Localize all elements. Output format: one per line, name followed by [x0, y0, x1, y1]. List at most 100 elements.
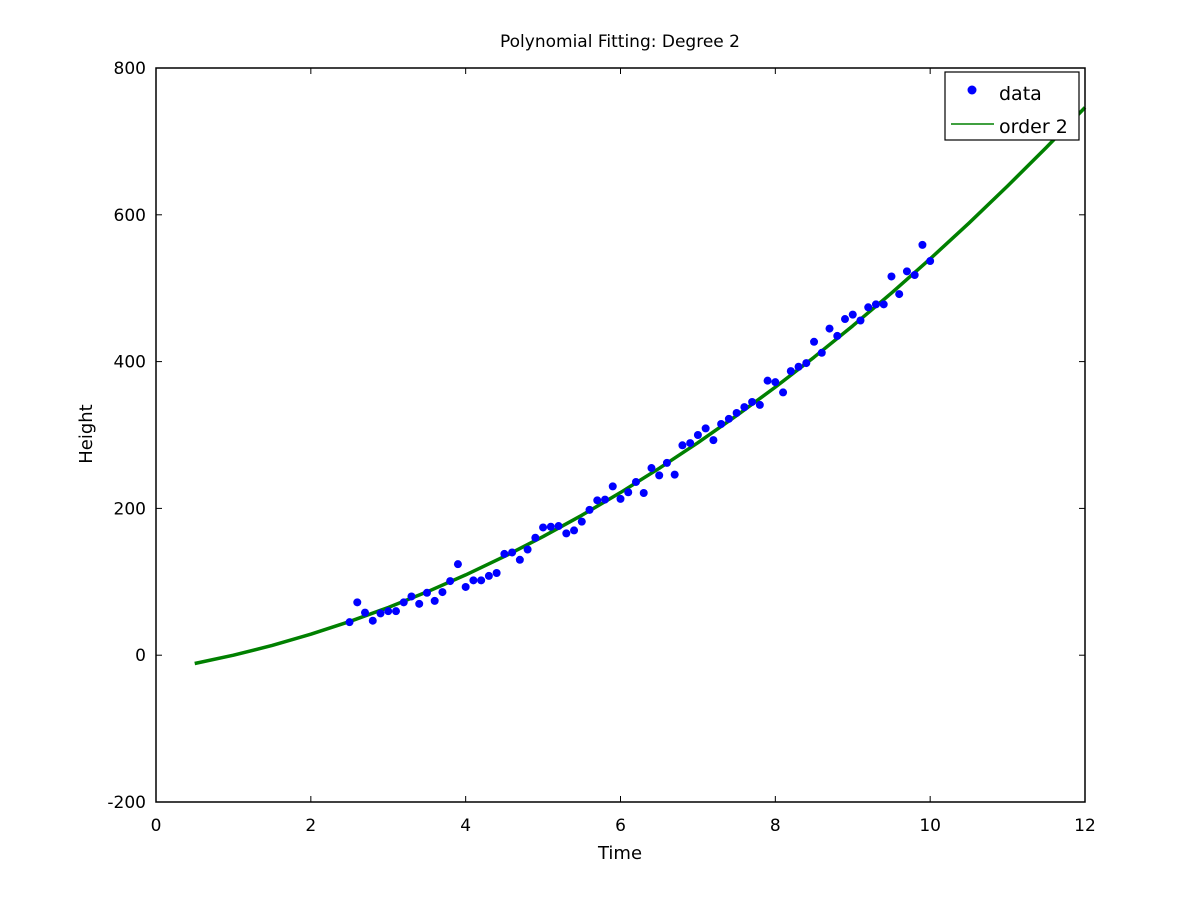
- data-point: [368, 616, 377, 625]
- data-point: [678, 441, 687, 450]
- data-point: [546, 522, 555, 531]
- y-tick-label: 600: [114, 206, 146, 226]
- fit-line-order-2: [194, 106, 1087, 666]
- data-point: [577, 517, 586, 526]
- data-point: [848, 310, 857, 319]
- x-tick-label: 12: [1074, 816, 1096, 836]
- legend-marker-data: [967, 85, 977, 95]
- x-tick-label: 4: [460, 816, 471, 836]
- data-point: [422, 588, 431, 597]
- data-point: [639, 488, 648, 497]
- data-point: [484, 571, 493, 580]
- y-axis-label: Height: [76, 404, 97, 464]
- data-point: [871, 300, 880, 309]
- data-point: [895, 290, 904, 299]
- data-point: [701, 424, 710, 433]
- data-point: [430, 596, 439, 605]
- x-axis-label: Time: [597, 843, 642, 864]
- data-point: [902, 267, 911, 276]
- y-tick-label: 800: [114, 59, 146, 79]
- data-point: [608, 482, 617, 491]
- legend-label-data: data: [999, 83, 1042, 105]
- legend-label-order-2: order 2: [999, 116, 1068, 138]
- data-point: [345, 618, 354, 627]
- plot-area: [194, 106, 1087, 666]
- x-tick-label: 10: [919, 816, 941, 836]
- data-point: [361, 608, 370, 617]
- data-point: [415, 599, 424, 608]
- data-point: [841, 315, 850, 324]
- data-point: [717, 419, 726, 428]
- data-point: [438, 588, 447, 597]
- data-point: [407, 592, 416, 601]
- data-point: [631, 477, 640, 486]
- data-point: [709, 436, 718, 445]
- data-point: [693, 431, 702, 439]
- data-point: [376, 609, 385, 618]
- data-point: [864, 303, 873, 312]
- data-point: [492, 568, 501, 577]
- data-point: [624, 488, 633, 497]
- data-point: [748, 397, 757, 406]
- data-point: [740, 403, 749, 412]
- data-point: [539, 523, 548, 532]
- data-point: [926, 257, 935, 266]
- data-point: [647, 464, 656, 473]
- data-point: [446, 577, 455, 586]
- data-point: [554, 522, 563, 531]
- chart-title: Polynomial Fitting: Degree 2: [500, 32, 740, 52]
- data-point: [616, 494, 625, 503]
- data-point: [670, 470, 679, 479]
- data-point: [601, 495, 610, 504]
- data-point: [802, 359, 811, 368]
- data-point: [593, 496, 602, 505]
- data-point: [531, 533, 540, 542]
- data-point: [910, 270, 919, 279]
- legend: data order 2: [944, 71, 1080, 141]
- data-point: [833, 331, 842, 340]
- data-point: [794, 362, 803, 371]
- legend-box: [944, 71, 1080, 141]
- x-tick-label: 2: [305, 816, 316, 836]
- data-point: [461, 582, 470, 591]
- data-point: [879, 300, 888, 309]
- data-point: [453, 560, 462, 569]
- data-point: [523, 545, 532, 554]
- y-tick-label: 0: [135, 646, 146, 666]
- data-point: [771, 378, 780, 387]
- data-point: [515, 555, 524, 564]
- data-point: [562, 529, 571, 538]
- data-point: [353, 598, 362, 607]
- data-point: [786, 367, 795, 376]
- x-tick-label: 0: [151, 816, 162, 836]
- data-point: [918, 240, 927, 249]
- data-point: [810, 337, 819, 346]
- data-point: [825, 324, 834, 333]
- y-tick-label: 200: [114, 499, 146, 519]
- data-point: [391, 607, 400, 616]
- data-point: [779, 388, 788, 397]
- axes-frame: [155, 67, 1086, 803]
- data-point: [508, 548, 517, 557]
- data-point: [384, 607, 393, 616]
- data-point: [856, 316, 865, 325]
- data-point: [662, 458, 671, 467]
- y-tick-label: 400: [114, 353, 146, 373]
- data-point: [755, 400, 764, 409]
- data-point: [817, 348, 826, 357]
- x-tick-label: 6: [615, 816, 626, 836]
- data-point: [399, 598, 408, 607]
- data-point: [763, 376, 772, 385]
- data-point: [477, 576, 486, 585]
- data-point: [469, 576, 478, 585]
- data-point: [887, 272, 896, 281]
- data-point: [724, 414, 733, 423]
- data-point: [686, 439, 695, 448]
- data-point: [585, 505, 594, 514]
- data-point: [732, 408, 741, 417]
- y-tick-label: -200: [107, 793, 146, 813]
- data-point: [500, 549, 509, 558]
